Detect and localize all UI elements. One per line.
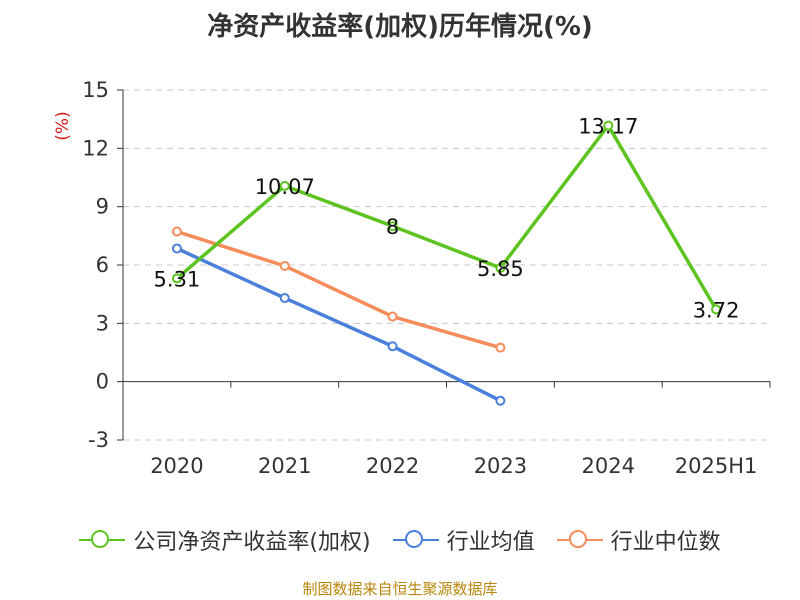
data-label: 5.31	[154, 267, 201, 291]
legend-marker-icon	[392, 528, 439, 552]
legend-marker-icon	[79, 528, 126, 552]
source-note: 制图数据来自恒生聚源数据库	[302, 580, 498, 598]
data-point	[171, 226, 182, 237]
data-labels: 5.31 10.07 8 5.85 13.17 3.72	[154, 115, 740, 323]
y-tick-label: 9	[96, 195, 109, 219]
legend-item[interactable]: 行业均值	[392, 524, 535, 556]
y-tick-labels: 15 12 9 6 3 0 -3	[82, 78, 109, 452]
x-tick-labels: 2020 2021 2022 2023 2024 2025H1	[150, 454, 757, 478]
data-point	[603, 120, 614, 131]
data-point	[279, 180, 290, 191]
data-point	[387, 341, 398, 352]
y-tick-label: 6	[96, 253, 109, 277]
series-line	[176, 246, 502, 403]
x-tick-label: 2021	[258, 454, 311, 478]
data-point	[279, 293, 290, 304]
series-line	[175, 123, 718, 311]
legend-marker-icon	[556, 528, 603, 552]
data-point	[495, 395, 506, 406]
series-line	[176, 229, 501, 350]
data-point	[171, 243, 182, 254]
x-tick-label: 2022	[366, 454, 419, 478]
axes	[117, 89, 771, 441]
x-tick-label: 2023	[474, 454, 527, 478]
legend-item[interactable]: 行业中位数	[556, 524, 721, 556]
data-label: 10.07	[255, 175, 315, 199]
data-label: 13.17	[578, 115, 638, 139]
legend-label: 行业均值	[446, 530, 535, 555]
x-tick-label: 2024	[582, 454, 635, 478]
series-0	[171, 120, 722, 315]
legend-item[interactable]: 公司净资产收益率(加权)	[79, 524, 371, 556]
data-point	[387, 221, 398, 232]
data-label: 8	[386, 215, 399, 239]
data-point	[387, 311, 398, 322]
y-axis-label: (%)	[53, 111, 73, 140]
y-tick-label: 12	[82, 136, 109, 160]
data-label: 5.85	[477, 257, 524, 281]
data-point	[495, 342, 506, 353]
data-point	[279, 260, 290, 271]
legend-label: 行业中位数	[610, 530, 721, 555]
data-point	[171, 273, 182, 284]
y-tick-label: 0	[96, 370, 109, 394]
y-tick-label: 3	[96, 311, 109, 335]
data-point	[711, 304, 722, 315]
data-point	[495, 262, 506, 273]
series-layer	[171, 120, 722, 406]
chart-title: 净资产收益率(加权)历年情况(%)	[207, 12, 593, 42]
legend-label: 公司净资产收益率(加权)	[133, 530, 371, 555]
series-1	[171, 243, 506, 406]
legend: 公司净资产收益率(加权) 行业均值 行业中位数	[0, 520, 800, 560]
series-2	[171, 226, 506, 353]
data-label: 3.72	[693, 298, 740, 322]
x-tick-label: 2020	[150, 454, 203, 478]
y-tick-label: -3	[88, 428, 109, 452]
y-tick-label: 15	[82, 78, 109, 102]
grid-lines	[123, 89, 770, 441]
x-tick-label: 2025H1	[675, 454, 758, 478]
